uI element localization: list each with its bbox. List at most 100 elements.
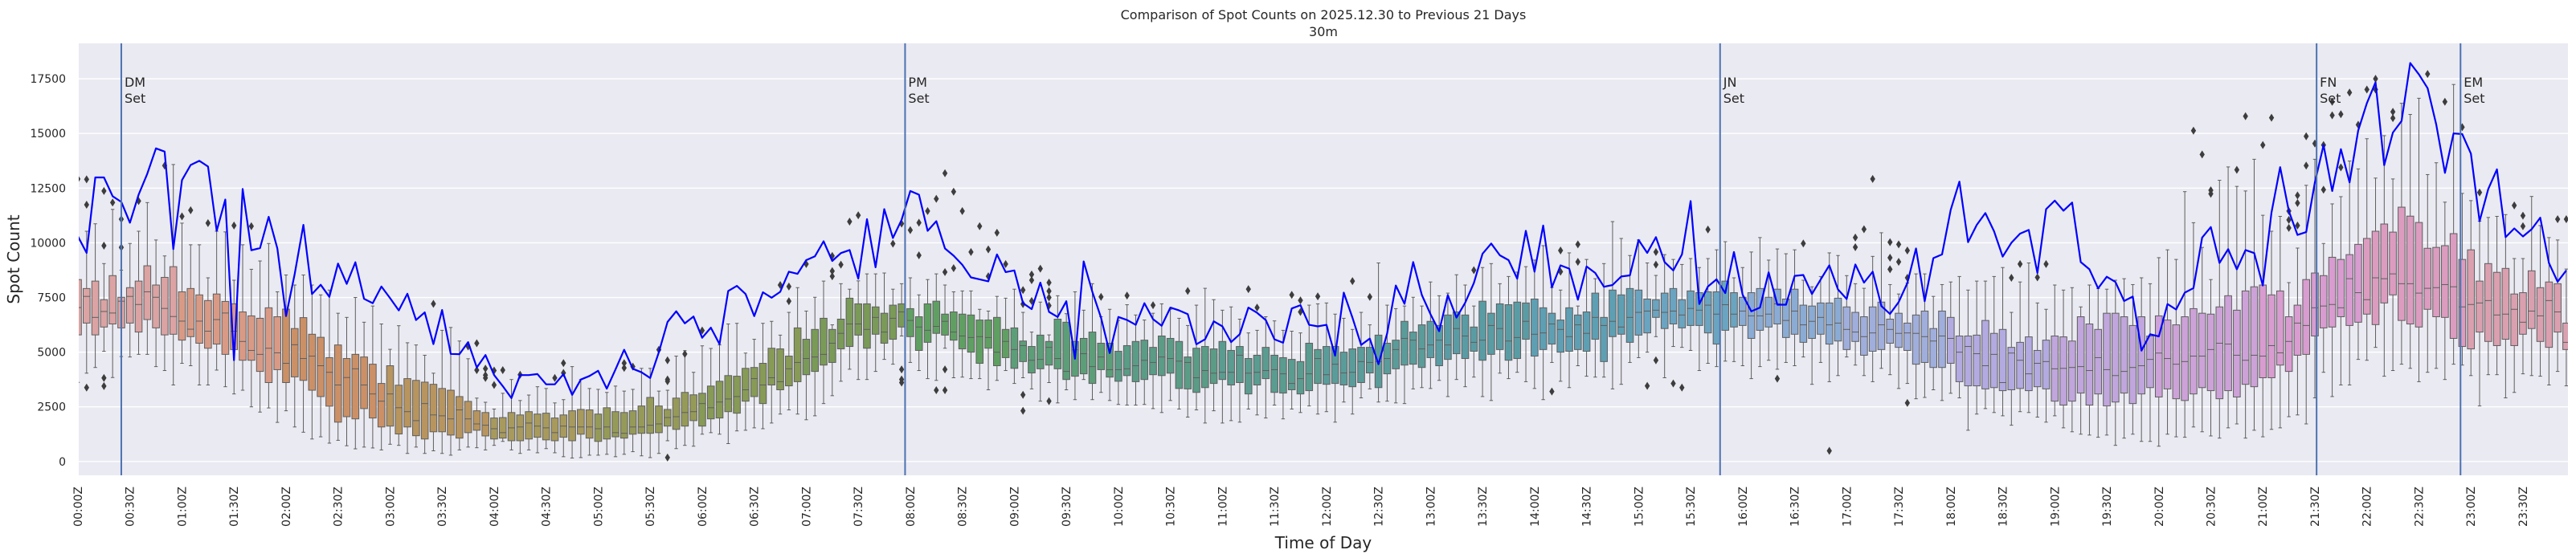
box-199 (1799, 279, 1808, 358)
iqr-box (1209, 348, 1218, 385)
box-9 (152, 239, 160, 368)
box-93 (880, 272, 889, 360)
outlier-point (951, 264, 957, 273)
box-248 (2224, 166, 2232, 429)
iqr-box (152, 284, 160, 328)
iqr-box (369, 364, 377, 419)
box-171 (1556, 289, 1565, 382)
iqr-box (333, 344, 342, 423)
iqr-box (1531, 298, 1539, 357)
box-34 (369, 305, 377, 449)
box-231 (2076, 306, 2085, 435)
outlier-point (1254, 303, 1260, 312)
outlier-point (2476, 188, 2483, 197)
outlier-point (968, 247, 974, 256)
outlier-point (1020, 286, 1026, 295)
outlier-point (985, 245, 992, 254)
iqr-box (1192, 348, 1200, 393)
iqr-box (498, 417, 507, 439)
iqr-box (1573, 314, 1582, 350)
iqr-box (1062, 321, 1070, 381)
iqr-box (1339, 352, 1348, 385)
box-180 (1634, 239, 1643, 358)
outlier-point (994, 228, 1000, 237)
outlier-point (2390, 114, 2396, 123)
iqr-box (2190, 308, 2198, 395)
iqr-box (2103, 312, 2111, 407)
iqr-box (2076, 316, 2085, 394)
outlier-point (2295, 191, 2300, 200)
outlier-point (777, 281, 783, 290)
box-69 (672, 356, 681, 450)
iqr-box (516, 414, 525, 442)
iqr-box (1669, 287, 1678, 324)
chart-title: Comparison of Spot Counts on 2025.12.30 … (1121, 7, 1527, 22)
iqr-box (464, 401, 472, 434)
box-29 (325, 289, 333, 444)
iqr-box (1487, 312, 1495, 355)
x-tick-label: 04:00Z (489, 487, 501, 527)
box-125 (1158, 303, 1166, 413)
x-tick-label: 02:00Z (280, 487, 293, 527)
iqr-box (2059, 336, 2067, 406)
outlier-point (2563, 215, 2568, 224)
box-224 (2016, 281, 2024, 413)
iqr-box (1600, 316, 1608, 362)
iqr-box (1652, 299, 1660, 318)
iqr-box (2085, 323, 2094, 406)
outlier-point (2520, 222, 2526, 230)
iqr-box (1426, 320, 1435, 358)
outlier-point (838, 260, 844, 269)
iqr-box (1860, 316, 1868, 356)
iqr-box (1122, 344, 1131, 377)
box-140 (1287, 330, 1296, 409)
x-tick-label: 01:30Z (228, 487, 241, 527)
box-254 (2276, 215, 2284, 429)
box-265 (2371, 177, 2380, 348)
iqr-box (2311, 272, 2319, 336)
x-tick-label: 22:00Z (2361, 487, 2374, 527)
iqr-box (2449, 233, 2458, 339)
box-15 (204, 277, 212, 385)
outlier-point (1774, 374, 1781, 383)
outlier-point (2199, 150, 2205, 159)
outlier-point (561, 359, 566, 368)
outlier-point (890, 239, 896, 248)
iqr-box (1903, 322, 1912, 351)
box-76 (733, 323, 741, 432)
iqr-box (1045, 340, 1053, 366)
box-159 (1452, 274, 1461, 381)
iqr-box (1773, 288, 1781, 324)
iqr-box (802, 339, 811, 376)
iqr-box (1513, 301, 1522, 360)
outlier-point (2295, 198, 2300, 207)
iqr-box (472, 410, 481, 431)
iqr-box (2380, 223, 2389, 303)
iqr-box (2198, 312, 2206, 389)
box-108 (1010, 288, 1019, 385)
iqr-box (1703, 291, 1712, 334)
outlier-point (951, 187, 957, 196)
box-89 (845, 288, 854, 370)
box-178 (1617, 238, 1625, 385)
outlier-point (1350, 277, 1355, 286)
iqr-box (1166, 337, 1175, 374)
iqr-box (2398, 206, 2406, 321)
iqr-box (950, 312, 958, 341)
outlier-point (682, 349, 688, 358)
y-tick-label: 10000 (30, 237, 66, 250)
iqr-box (1417, 324, 1426, 369)
outlier-point (664, 377, 670, 385)
box-42 (438, 329, 447, 454)
box-113 (1053, 295, 1062, 404)
box-226 (2033, 302, 2042, 418)
outlier-point (474, 339, 480, 348)
box-225 (2025, 262, 2033, 413)
outlier-point (1558, 246, 1564, 255)
iqr-box (2389, 231, 2397, 295)
iqr-box (854, 303, 862, 336)
box-157 (1435, 295, 1443, 381)
x-tick-label: 18:00Z (1945, 487, 1958, 527)
outlier-point (1904, 398, 1911, 407)
outlier-point (2520, 211, 2526, 220)
